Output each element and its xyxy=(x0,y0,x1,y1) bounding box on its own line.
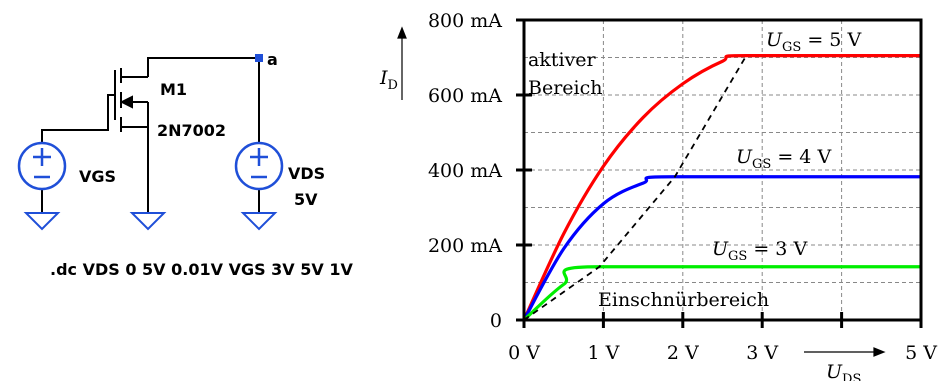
x-tick-label-0: 0 V xyxy=(508,342,540,364)
axes xyxy=(516,18,923,328)
vds-value: 5V xyxy=(294,190,318,209)
mosfet-symbol xyxy=(114,68,149,132)
sim-command: .dc VDS 0 5V 0.01V VGS 3V 5V 1V xyxy=(50,260,353,279)
vds-source-symbol xyxy=(234,141,284,191)
active-region-label-line1: aktiver xyxy=(528,49,597,71)
y-tick-label-4: 800 mA xyxy=(428,10,502,32)
pinch-off-label: Einschnürbereich xyxy=(598,289,769,311)
vgs-source-symbol xyxy=(17,141,67,191)
gate-wire xyxy=(41,94,115,143)
series-group xyxy=(522,54,921,322)
ground-vds xyxy=(240,212,278,231)
y-tick-label-0: 0 xyxy=(490,310,502,332)
schematic: a M1 2N7002 VGS VDS 5V .dc VDS 0 5V 0.01… xyxy=(17,50,353,279)
series-line-2 xyxy=(522,265,921,322)
y-tick-label-3: 600 mA xyxy=(428,85,502,107)
y-tick-label-1: 200 mA xyxy=(428,235,502,257)
series-line-1 xyxy=(522,175,921,321)
drain-wire xyxy=(147,57,259,77)
x-axis-arrow xyxy=(804,347,886,357)
ground-symbols xyxy=(23,212,278,231)
y-axis-arrow xyxy=(397,26,407,100)
curve-label-4v: UGS = 4 V xyxy=(736,146,831,172)
x-tick-label-3: 3 V xyxy=(746,342,778,364)
transistor-name: M1 xyxy=(160,80,187,99)
tick-labels: 0 V 1 V 2 V 3 V 5 V 0 200 mA 400 mA 600 mA 800 mA xyxy=(428,10,937,364)
wires xyxy=(41,57,260,213)
x-tick-label-1: 1 V xyxy=(587,342,619,364)
vgs-label: VGS xyxy=(79,167,116,186)
active-region-label-line2: Bereich xyxy=(528,77,603,99)
curve-label-3v: UGS = 3 V xyxy=(712,238,807,264)
ground-mosfet xyxy=(129,212,167,231)
x-tick-label-2: 2 V xyxy=(667,342,699,364)
vds-label: VDS xyxy=(288,164,325,183)
series-line-3 xyxy=(523,55,748,321)
ground-vgs xyxy=(23,212,61,231)
node-a-marker xyxy=(255,54,263,62)
y-tick-label-2: 400 mA xyxy=(428,160,502,182)
curve-label-5v: UGS = 5 V xyxy=(766,29,861,55)
y-axis-label: ID xyxy=(379,67,398,93)
output-characteristic-chart: 0 V 1 V 2 V 3 V 5 V 0 200 mA 400 mA 600 mA 800 mA… xyxy=(379,10,937,386)
series-line-0 xyxy=(522,54,921,321)
node-label: a xyxy=(267,50,278,69)
x-tick-label-4: 5 V xyxy=(905,342,937,364)
grid xyxy=(524,20,921,320)
transistor-model: 2N7002 xyxy=(157,121,226,140)
x-axis-label: UDS xyxy=(826,361,861,381)
